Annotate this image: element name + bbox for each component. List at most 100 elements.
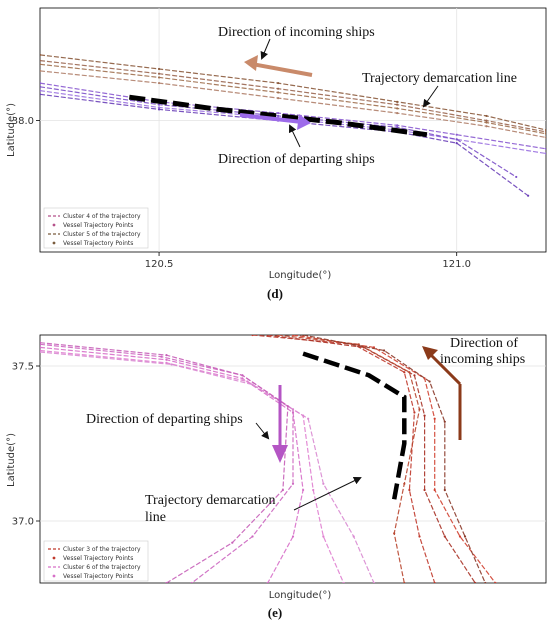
trajectory-point: [413, 411, 416, 414]
x-axis-label-d: Longitude(°): [269, 270, 332, 281]
y-axis-label-e: Latitude(°): [6, 433, 17, 487]
legend-label-e-2: Cluster 6 of the trajectory: [63, 564, 141, 571]
ticks-d: 120.5 121.0 38.0: [12, 116, 471, 270]
departing-direction-arrow-d: [239, 113, 303, 124]
trajectory-point: [342, 581, 345, 583]
trajectory-point: [276, 335, 279, 337]
trajectory-line-d-1: [40, 63, 546, 135]
trajectory-point: [266, 335, 269, 337]
panel-label-d: (d): [267, 286, 283, 301]
trajectory-point: [170, 363, 173, 366]
trajectory-line-d-6: [40, 86, 517, 178]
series-group-e: [40, 335, 497, 583]
trajectory-point: [165, 354, 168, 357]
trajectory-point: [281, 488, 284, 492]
trajectory-point: [165, 358, 168, 361]
incoming-arrowhead-d: [244, 55, 258, 71]
trajectory-point: [40, 350, 42, 354]
trajectory-point: [40, 341, 42, 344]
trajectory-point: [423, 488, 426, 492]
trajectory-point: [396, 107, 399, 110]
trajectory-point: [357, 343, 360, 346]
annotation-pointer-departing-d: [288, 124, 301, 148]
legend-label-d-3: Vessel Trajectory Points: [63, 240, 133, 247]
annotation-incoming-e-line1: Direction of: [450, 336, 518, 351]
incoming-arrowhead-e: [422, 346, 438, 360]
demarcation-line-e: [302, 351, 407, 500]
trajectory-point: [382, 349, 386, 352]
trajectory-point: [165, 581, 168, 583]
trajectory-point: [277, 112, 280, 115]
y-tick-label: 38.0: [12, 116, 34, 127]
y-tick-label: 37.5: [12, 362, 34, 373]
trajectory-point: [396, 112, 399, 115]
legend-label-e-3: Vessel Trajectory Points: [63, 573, 133, 580]
trajectory-point: [544, 152, 546, 155]
ticks-e: 37.5 37.0: [12, 362, 40, 528]
legend-label-d-1: Vessel Trajectory Points: [63, 222, 133, 229]
trajectory-point: [157, 67, 161, 71]
trajectory-point: [40, 85, 42, 88]
legend-label-d-0: Cluster 4 of the trajectory: [63, 213, 141, 220]
legend-label-e-1: Vessel Trajectory Points: [63, 555, 133, 562]
trajectory-point: [463, 535, 467, 538]
x-tick-label: 121.0: [442, 259, 471, 270]
departing-arrowhead-e: [272, 445, 288, 463]
trajectory-point: [515, 175, 518, 179]
trajectory-point: [40, 53, 42, 57]
trajectory-point: [286, 405, 290, 408]
trajectory-point: [544, 132, 546, 135]
trajectory-point: [302, 335, 305, 337]
trajectory-point: [396, 126, 399, 129]
trajectory-point: [322, 482, 325, 485]
annotation-incoming-e-line2: incoming ships: [440, 352, 525, 367]
panel-label-e: (e): [268, 605, 282, 620]
trajectory-point: [291, 535, 295, 538]
trajectory-point: [433, 488, 436, 492]
trajectory-point: [455, 142, 458, 145]
demarcation-line-d: [128, 94, 428, 138]
trajectory-point: [443, 535, 446, 538]
legend-e: Cluster 3 of the trajectory Vessel Traje…: [43, 540, 149, 582]
grid-e: [40, 365, 546, 522]
y-axis-label-d: Latitude(°): [6, 103, 17, 157]
trajectory-point: [277, 96, 280, 100]
trajectory-point: [40, 93, 42, 96]
annotation-pointer-demarcation-e: [293, 477, 362, 511]
trajectory-point: [40, 81, 42, 85]
trajectory-point: [157, 76, 161, 79]
trajectory-point: [40, 59, 42, 62]
trajectory-point: [251, 335, 254, 337]
trajectory-point: [418, 408, 421, 411]
y-tick-label: 37.0: [12, 517, 34, 528]
trajectory-point: [428, 380, 431, 383]
annotation-demarcation-e-line2: line: [145, 510, 166, 525]
trajectory-point: [246, 380, 249, 383]
annotation-departing-e: Direction of departing ships: [86, 412, 243, 427]
trajectory-point: [403, 371, 406, 374]
trajectory-point: [423, 414, 426, 417]
annotation-demarcation-d: Trajectory demarcation line: [362, 71, 517, 86]
trajectory-point: [266, 581, 269, 583]
annotation-demarcation-e-line1: Trajectory demarcation: [145, 493, 276, 508]
trajectory-point: [527, 194, 530, 197]
trajectory-point: [403, 482, 406, 485]
trajectory-point: [474, 581, 477, 583]
trajectory-point: [302, 488, 305, 492]
trajectory-point: [485, 114, 488, 118]
trajectory-point: [40, 89, 42, 92]
trajectory-point: [485, 125, 488, 128]
trajectory-point: [277, 91, 280, 94]
trajectory-point: [157, 108, 161, 111]
trajectory-point: [277, 81, 280, 85]
trajectory-point: [372, 581, 376, 583]
trajectory-point: [160, 355, 163, 358]
trajectory-point: [277, 114, 280, 118]
incoming-direction-arrow-e-2: [428, 352, 462, 386]
trajectory-point: [433, 581, 436, 583]
trajectory-point: [403, 581, 406, 583]
departing-arrowhead-d: [297, 114, 311, 130]
trajectory-point: [455, 133, 458, 136]
trajectory-point: [190, 581, 193, 583]
legend-d: Cluster 4 of the trajectory Vessel Traje…: [43, 207, 149, 249]
